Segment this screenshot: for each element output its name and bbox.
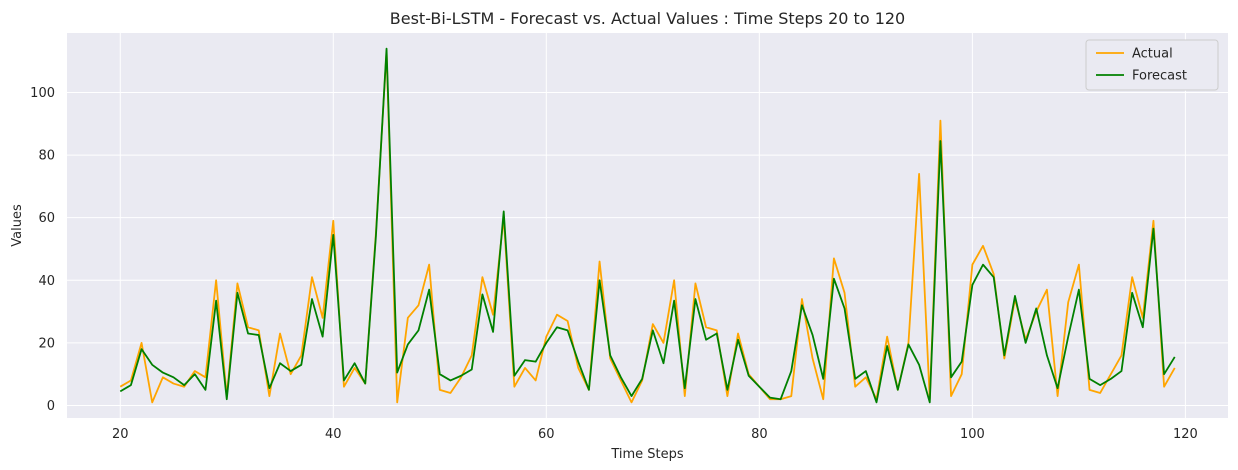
x-tick-label: 40	[325, 427, 342, 442]
y-axis-ticks: 0 20 40 60 80 100	[30, 86, 55, 414]
y-tick-label: 60	[38, 211, 55, 226]
x-tick-label: 60	[538, 427, 555, 442]
series-line-forecast	[119, 47, 1176, 404]
x-tick-label: 20	[112, 427, 129, 442]
y-axis-label: Values	[10, 204, 25, 247]
x-tick-label: 80	[751, 427, 768, 442]
series-lines	[119, 47, 1176, 404]
x-tick-label: 120	[1173, 427, 1198, 442]
legend-label-forecast: Forecast	[1132, 69, 1187, 84]
x-axis-label: Time Steps	[610, 447, 684, 462]
y-tick-label: 0	[47, 399, 55, 414]
y-tick-label: 100	[30, 86, 55, 101]
x-tick-label: 100	[960, 427, 985, 442]
legend-label-actual: Actual	[1132, 47, 1173, 62]
y-tick-label: 80	[38, 149, 55, 164]
y-tick-label: 20	[38, 336, 55, 351]
legend: Actual Forecast	[1085, 39, 1219, 91]
x-axis-ticks: 20 40 60 80 100 120	[112, 427, 1198, 442]
y-tick-label: 40	[38, 274, 55, 289]
chart-title: Best-Bi-LSTM - Forecast vs. Actual Value…	[390, 9, 905, 28]
